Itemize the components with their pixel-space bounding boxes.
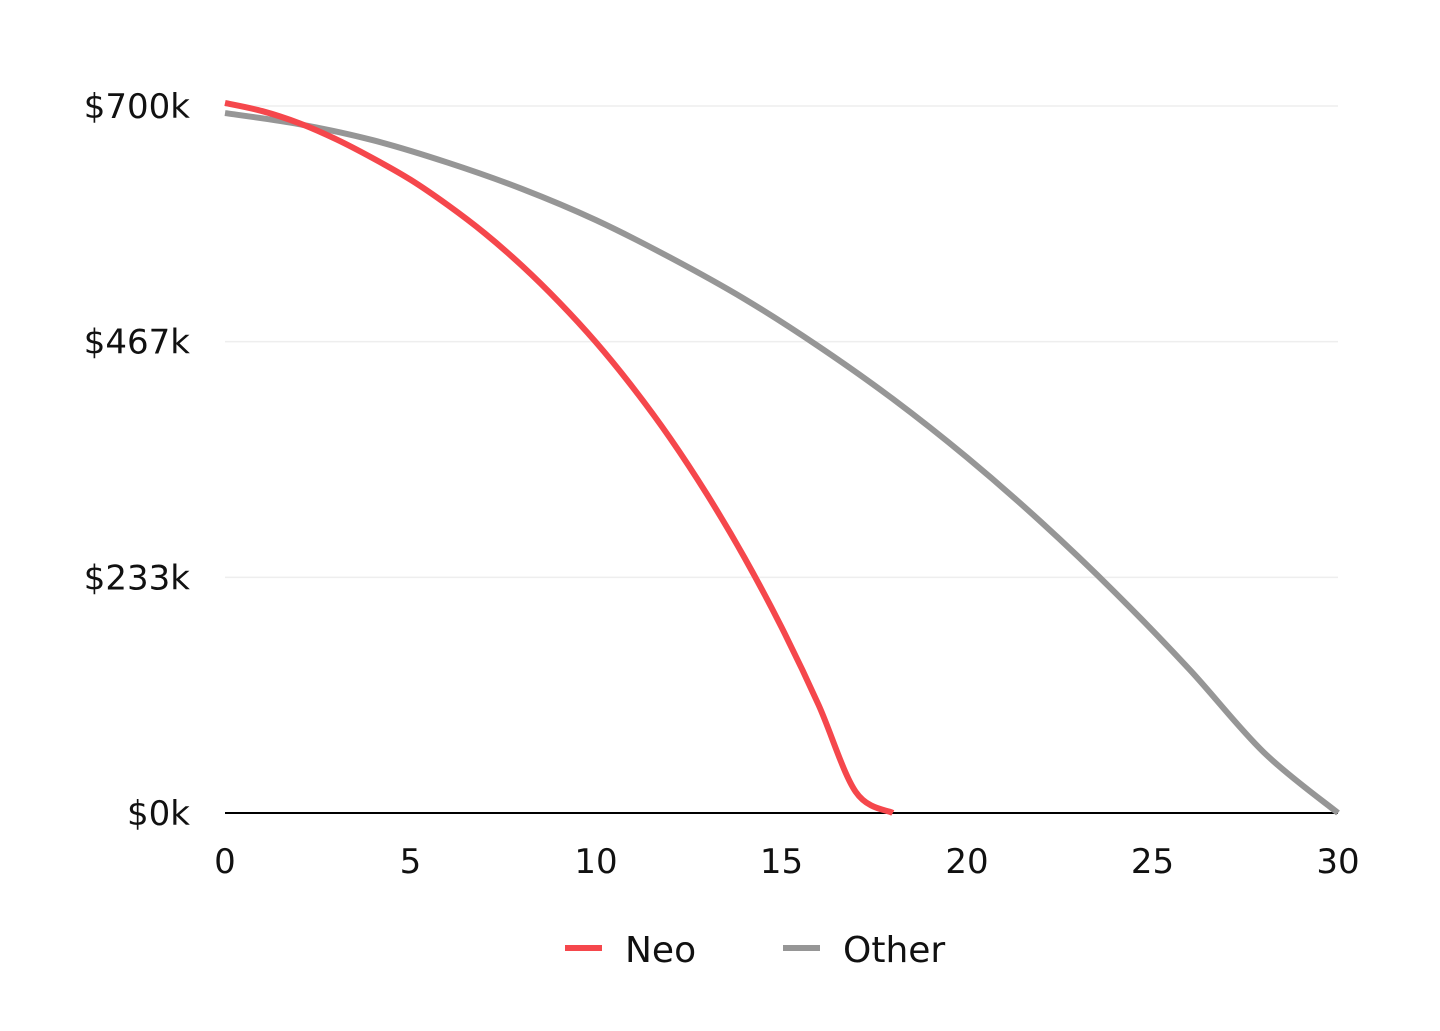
series-lines (224, 100, 1340, 816)
y-tick-label-3: $700k (84, 87, 191, 127)
x-tick-label-2: 10 (574, 842, 617, 882)
x-tick-label-1: 5 (400, 842, 422, 882)
x-tick-label-0: 0 (214, 842, 236, 882)
x-tick-label-4: 20 (945, 842, 988, 882)
legend-label-neo: Neo (625, 930, 696, 971)
series-line-neo (224, 100, 895, 816)
y-tick-label-1: $233k (84, 558, 191, 598)
series-line-other (224, 110, 1340, 816)
tick-labels: $0k $233k $467k $700k 0 5 10 15 20 25 30 (84, 87, 1360, 882)
legend-label-other: Other (843, 930, 945, 971)
legend: Neo Other (565, 930, 945, 971)
x-tick-label-3: 15 (760, 842, 803, 882)
y-tick-label-0: $0k (127, 794, 190, 834)
x-tick-label-5: 25 (1131, 842, 1174, 882)
grid-lines (225, 105, 1338, 579)
y-tick-label-2: $467k (84, 323, 191, 363)
x-tick-label-6: 30 (1316, 842, 1359, 882)
